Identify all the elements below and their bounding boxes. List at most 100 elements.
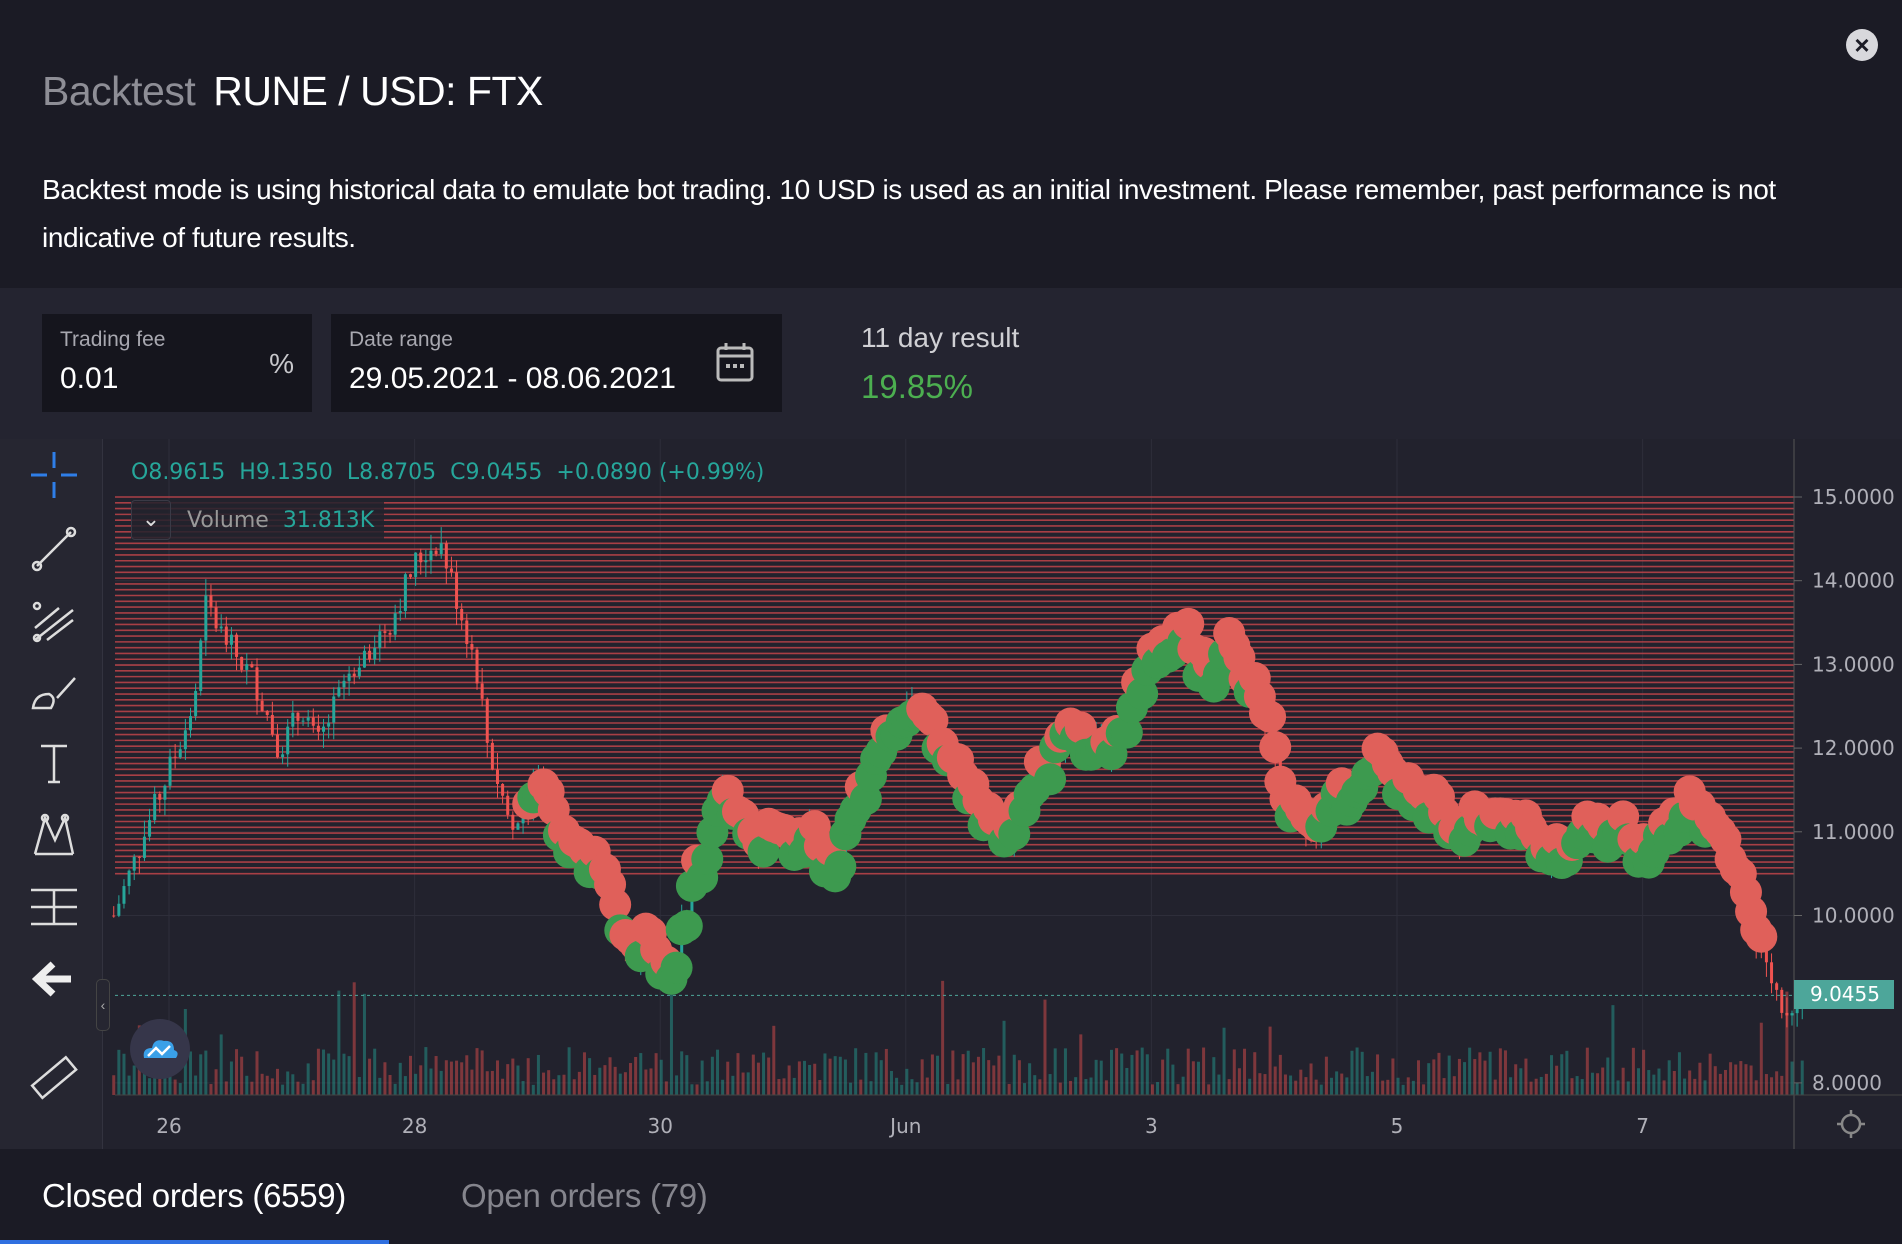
candle-body [347,673,351,681]
volume-bar [148,1078,152,1095]
volume-bar [388,1074,392,1095]
crosshair-icon[interactable] [26,447,82,503]
settings-gear-icon[interactable] [1836,1109,1866,1139]
volume-bar [946,1084,950,1095]
candle-body [490,742,494,770]
result-summary: 11 day result 19.85% [861,322,1020,405]
volume-bar [270,1078,274,1095]
volume-bar [214,1069,218,1095]
volume-bar [987,1060,991,1095]
volume-bar [1391,1058,1395,1095]
date-range-input[interactable]: Date range 29.05.2021 - 08.06.2021 [331,314,782,412]
collapse-toolbar-button[interactable]: ‹ [96,979,110,1031]
volume-bar [1094,1059,1098,1095]
volume-bar [1800,1060,1804,1095]
price-chart[interactable]: 15.0000 14.0000 13.0000 12.0000 11.0000 10.00… [0,439,1902,1149]
volume-bar [235,1049,239,1095]
volume-bar [409,1055,413,1095]
volume-bar [976,1056,980,1095]
volume-bar [557,1075,561,1095]
volume-bar [485,1071,489,1095]
volume-bar [286,1071,290,1095]
back-arrow-icon[interactable] [26,951,82,1007]
close-icon[interactable]: × [1846,29,1878,61]
volume-bar [782,1078,786,1095]
candle-body [142,836,146,858]
volume-bar [1601,1067,1605,1095]
volume-bar [1227,1079,1231,1095]
volume-bar [393,1083,397,1095]
candle-body [1795,1008,1799,1014]
volume-bar [1442,1078,1446,1095]
volume-bar [644,1069,648,1095]
volume-bar [854,1048,858,1095]
volume-bar [1289,1075,1293,1095]
volume-bar [1790,1061,1794,1095]
volume-bar [1294,1080,1298,1095]
ruler-icon[interactable] [26,1051,82,1107]
volume-bar [1606,1057,1610,1095]
chart-canvas[interactable]: 15.0000 14.0000 13.0000 12.0000 11.0000 10.00… [0,439,1902,1149]
trendline-icon[interactable] [26,521,82,577]
volume-bar [163,1075,167,1095]
candle-body [316,725,320,732]
candle-body [163,785,167,800]
volume-bar [675,1075,679,1095]
bot-trade-marker [1034,763,1067,796]
volume-bar [1120,1053,1124,1095]
candle-body [132,856,136,871]
volume-bar [1099,1060,1103,1095]
candle-body [403,574,407,612]
candle-body [485,698,489,743]
volume-bar [1130,1054,1134,1095]
volume-bar [1376,1054,1380,1095]
volume-bar [1273,1066,1277,1095]
volume-bar [1140,1047,1144,1095]
pitchfork-icon[interactable] [26,593,82,649]
volume-bar [281,1084,285,1095]
volume-bar [716,1049,720,1095]
candle-body [235,634,239,657]
text-icon[interactable] [26,735,82,791]
volume-bar [613,1066,617,1095]
brush-icon[interactable] [26,665,82,721]
candle-body [199,640,203,691]
volume-bar [1457,1058,1461,1095]
volume-bar [823,1053,827,1095]
volume-bar [219,1034,223,1095]
tab-closed-orders[interactable]: Closed orders (6559) [42,1177,346,1214]
volume-bar [884,1048,888,1095]
volume-bar [818,1080,822,1095]
volume-bar [618,1073,622,1095]
volume-bar [700,1060,704,1095]
volume-bar [664,1081,668,1095]
pattern-icon[interactable] [26,807,82,863]
volume-bar [746,1072,750,1095]
volume-bar [1309,1063,1313,1095]
volume-bar [925,1077,929,1095]
candle-body [1790,1013,1794,1016]
calendar-icon[interactable] [716,342,754,382]
measure-icon[interactable] [26,879,82,935]
volume-bar [1590,1072,1594,1095]
volume-bar [997,1055,1001,1095]
volume-bar [1135,1050,1139,1095]
volume-bar [1539,1076,1543,1095]
candle-body [209,595,213,608]
tab-open-orders[interactable]: Open orders (79) [461,1177,708,1214]
volume-bar [204,1050,208,1095]
trading-fee-input[interactable]: Trading fee 0.01 % [42,314,312,412]
volume-bar [516,1065,520,1095]
chevron-down-icon[interactable]: ⌄ [131,500,171,540]
volume-bar [1570,1078,1574,1095]
volume-bar [593,1074,597,1095]
volume-bar [654,1053,658,1095]
volume-bar [265,1075,269,1095]
volume-bar [859,1079,863,1095]
volume-bar [961,1054,965,1095]
tradingview-logo-button[interactable] [130,1019,190,1079]
volume-bar [449,1061,453,1095]
candle-body [158,793,162,800]
volume-bar [864,1052,868,1095]
volume-bar [1355,1047,1359,1095]
